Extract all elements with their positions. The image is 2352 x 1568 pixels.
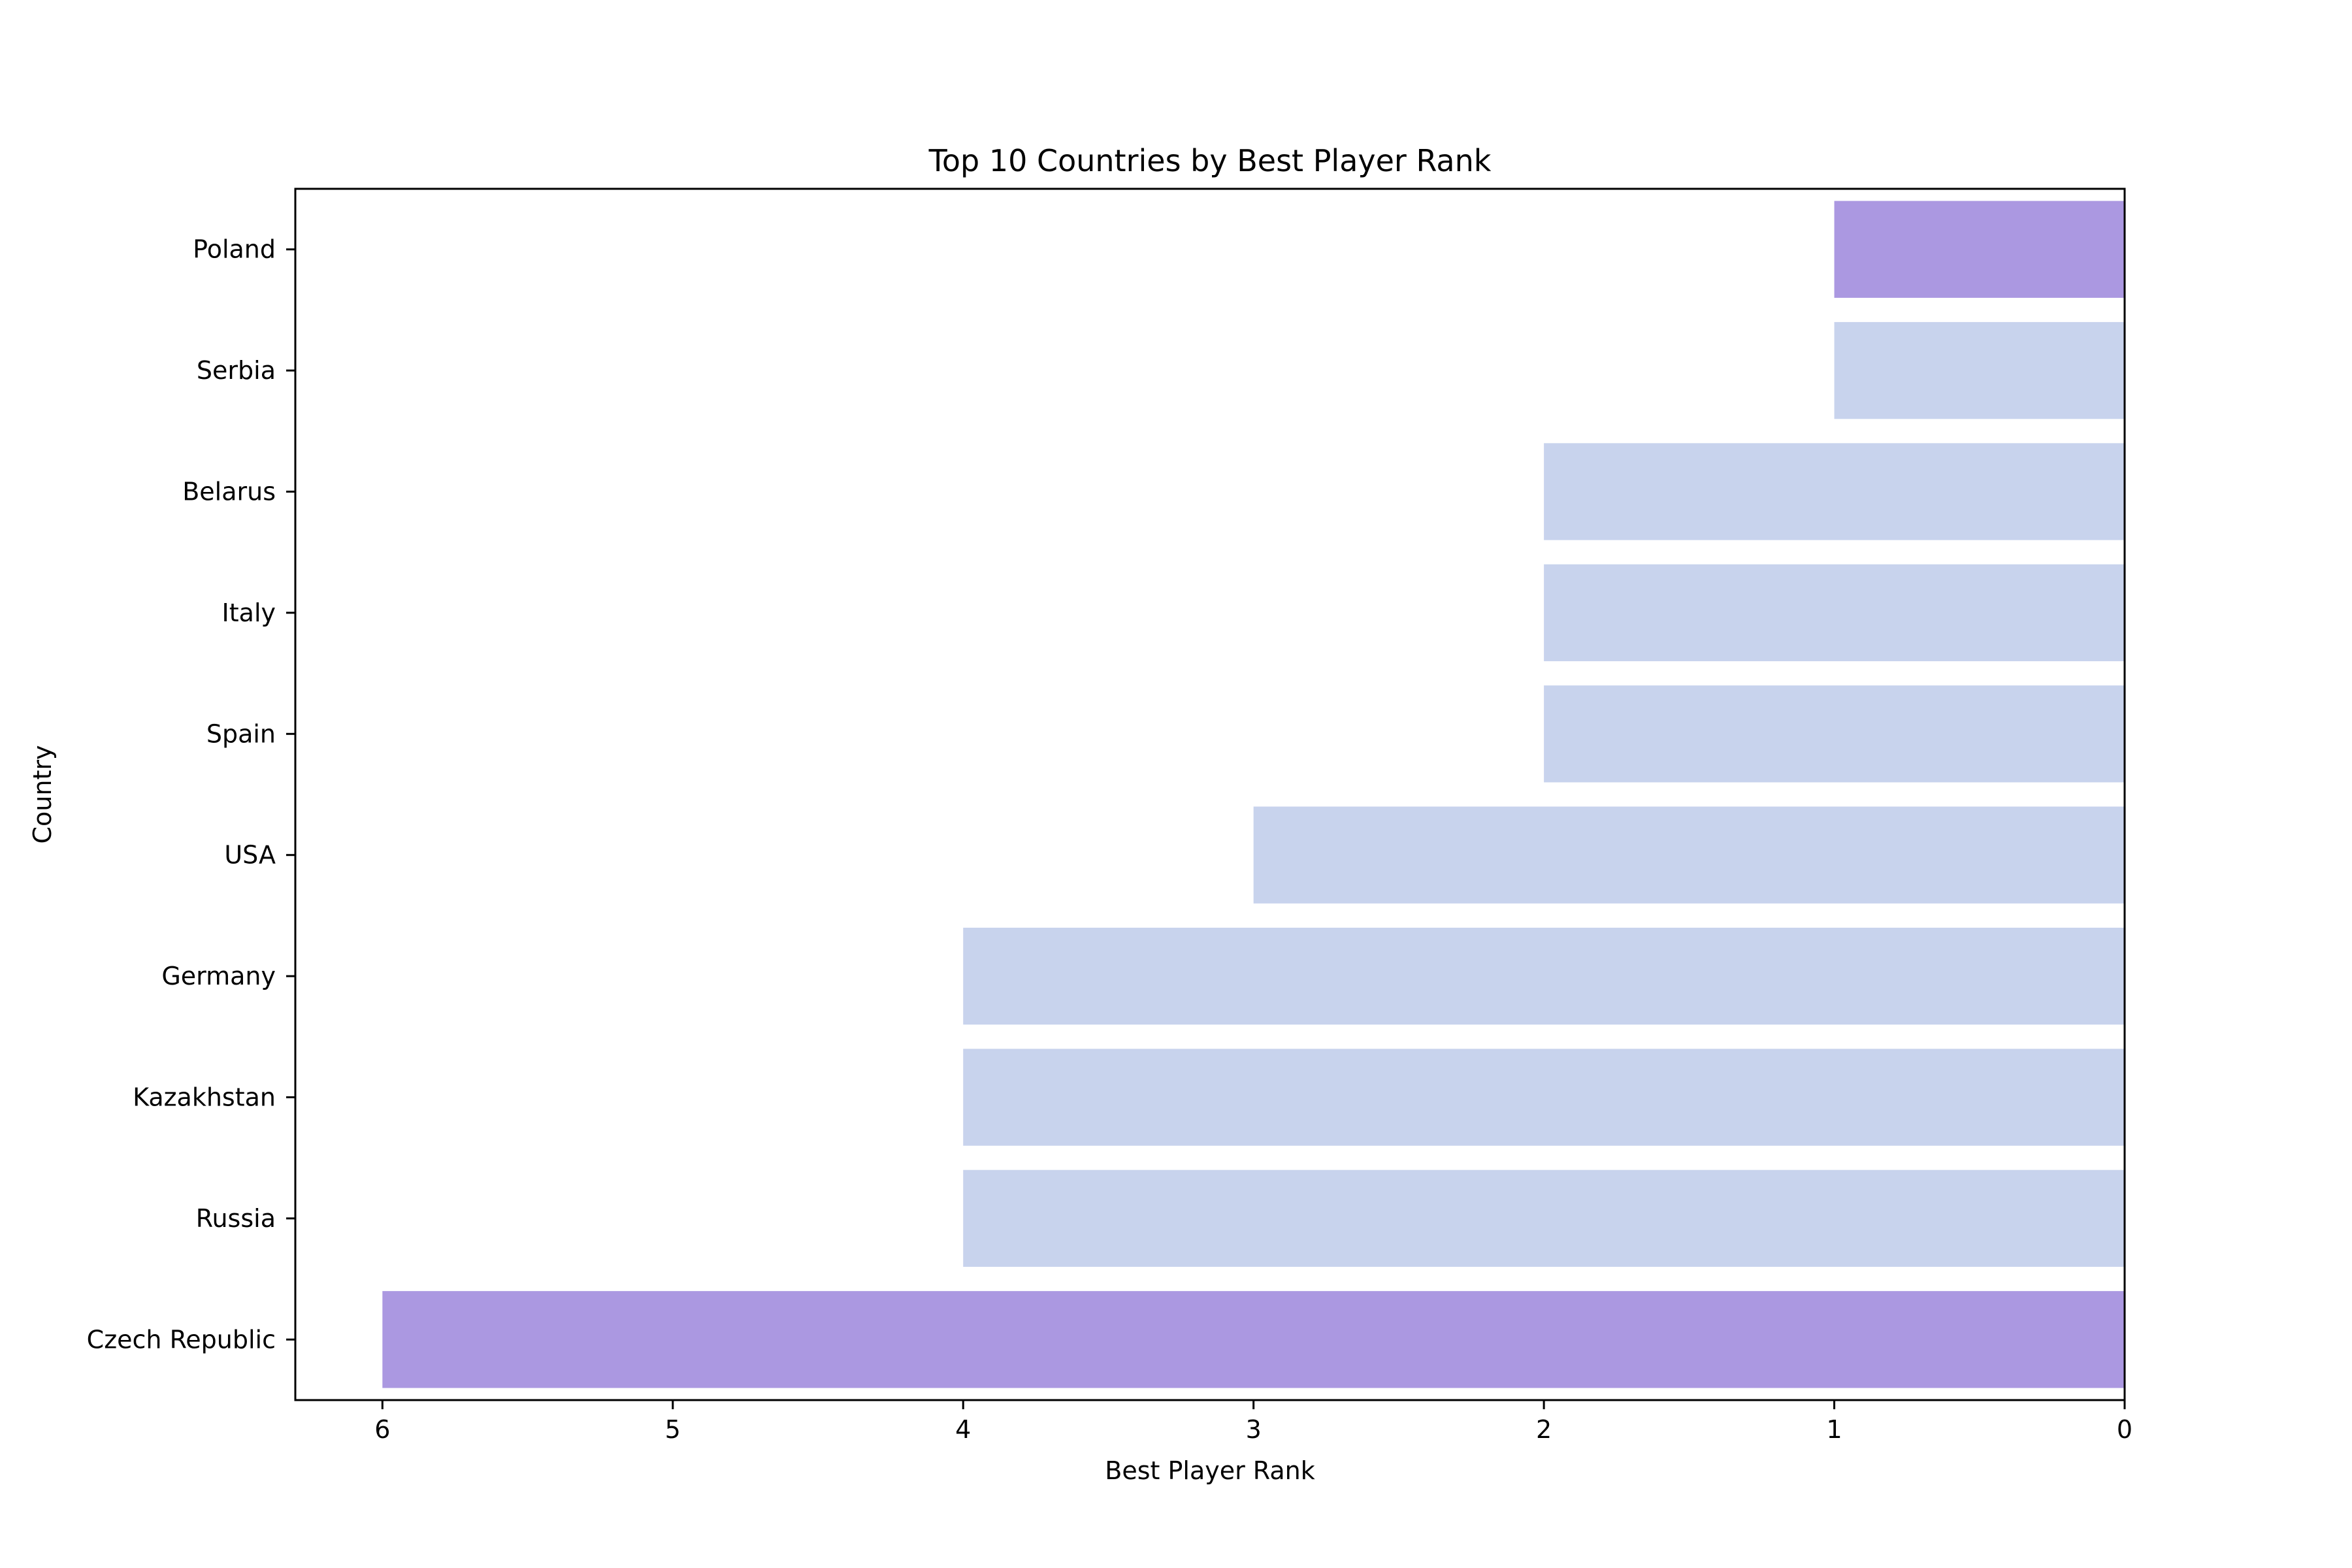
bars-layer	[382, 201, 2125, 1388]
y-axis-label: Country	[28, 745, 57, 844]
bar-spain	[1544, 685, 2125, 783]
y-tick-label: Czech Republic	[87, 1325, 276, 1354]
bar-germany	[963, 927, 2125, 1025]
x-tick-label: 1	[1826, 1415, 1842, 1444]
x-tick-label: 6	[374, 1415, 390, 1444]
y-tick-label: Germany	[161, 962, 276, 990]
bar-serbia	[1834, 321, 2125, 419]
y-axis-ticks: Poland Serbia Belarus Italy Spain USA Germany K…	[87, 235, 295, 1354]
y-tick-label: Russia	[196, 1204, 276, 1233]
y-tick-label: USA	[224, 841, 276, 870]
bar-usa	[1253, 806, 2125, 904]
y-tick-label: Belarus	[182, 478, 276, 506]
x-tick-label: 3	[1246, 1415, 1262, 1444]
x-axis-label: Best Player Rank	[1105, 1456, 1315, 1485]
x-tick-label: 5	[665, 1415, 681, 1444]
bar-russia	[963, 1169, 2125, 1267]
chart-title: Top 10 Countries by Best Player Rank	[928, 143, 1492, 178]
x-tick-label: 4	[955, 1415, 971, 1444]
bar-kazakhstan	[963, 1049, 2125, 1146]
bar-belarus	[1544, 443, 2125, 540]
y-tick-label: Kazakhstan	[133, 1083, 276, 1112]
bar-italy	[1544, 564, 2125, 662]
y-tick-label: Serbia	[197, 356, 276, 385]
bar-poland	[1834, 201, 2125, 298]
plot-frame	[294, 188, 2126, 1401]
y-tick-label: Spain	[206, 719, 276, 748]
x-tick-label: 2	[1536, 1415, 1552, 1444]
y-tick-label: Italy	[222, 598, 276, 627]
y-tick-label: Poland	[193, 235, 276, 264]
x-tick-label: 0	[2117, 1415, 2132, 1444]
x-axis-ticks: 6 5 4 3 2 1 0	[374, 1400, 2132, 1444]
bar-czech-republic	[382, 1291, 2125, 1388]
